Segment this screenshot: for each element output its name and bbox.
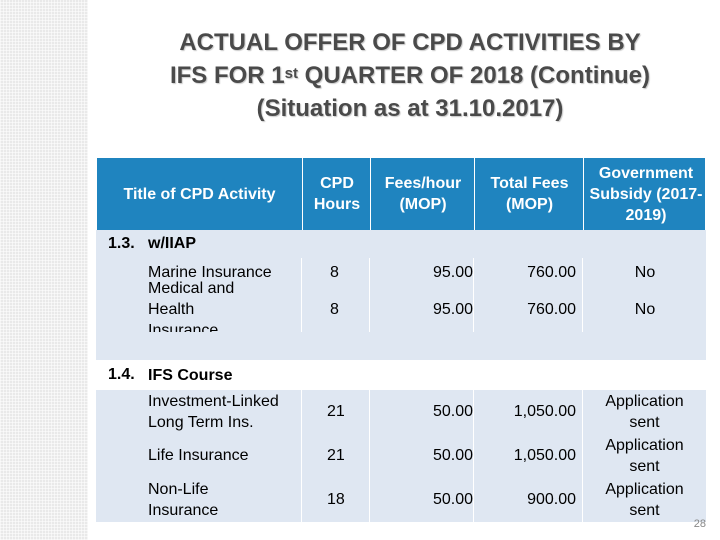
cell-subsidy: Application sent xyxy=(582,390,706,434)
cell-subsidy: Application sent xyxy=(582,478,706,522)
cell-fees: 95.00 xyxy=(369,258,473,287)
table-row: Medical and Health Insurance 8 95.00 760… xyxy=(96,280,707,339)
section-name-1-3: w/IIAP xyxy=(148,235,197,252)
cell-subsidy: Application sent xyxy=(582,434,706,478)
header-cpd-hours: CPD Hours xyxy=(302,158,371,230)
title-line-2-sup: st xyxy=(284,65,298,82)
cell-fees: 95.00 xyxy=(369,287,473,332)
cell-fees: 50.00 xyxy=(369,434,473,478)
cell-total-fees: 760.00 xyxy=(473,258,582,287)
table-header-row: Title of CPD Activity CPD Hours Fees/hou… xyxy=(96,158,706,230)
table-row: Non-Life Insurance 18 50.00 900.00 Appli… xyxy=(96,478,706,524)
cpd-activities-table: Title of CPD Activity CPD Hours Fees/hou… xyxy=(96,158,706,230)
title-line-2-pre: IFS FOR 1 xyxy=(169,62,285,89)
cell-total-fees: 900.00 xyxy=(473,478,582,522)
cell-fees: 50.00 xyxy=(369,390,473,434)
page-number: 28 xyxy=(693,518,706,530)
table-row: Life Insurance 21 50.00 1,050.00 Applica… xyxy=(96,434,706,480)
cell-activity-title: Non-Life Insurance xyxy=(148,481,219,519)
title-line-1: ACTUAL OFFER OF CPD ACTIVITIES BY xyxy=(179,29,641,56)
cell-hours: 21 xyxy=(301,390,369,434)
header-fees-per-hour: Fees/hour (MOP) xyxy=(370,158,475,230)
cell-hours: 8 xyxy=(301,258,369,287)
cell-activity-title: Marine Insurance xyxy=(148,263,272,281)
cell-activity-title: Life Insurance xyxy=(148,447,249,464)
title-line-2-post: QUARTER OF 2018 (Continue) xyxy=(298,62,651,89)
cell-subsidy: No xyxy=(582,258,707,287)
cell-total-fees: 760.00 xyxy=(473,287,582,332)
header-title-of-activity: Title of CPD Activity xyxy=(123,185,276,203)
header-total-fees: Total Fees (MOP) xyxy=(474,158,584,230)
section-name-1-4: IFS Course xyxy=(148,367,233,384)
cell-hours: 8 xyxy=(301,287,369,332)
cell-total-fees: 1,050.00 xyxy=(473,390,582,434)
cell-activity-title: Medical and Health Insurance xyxy=(148,280,235,339)
cell-fees: 50.00 xyxy=(369,478,473,522)
cell-hours: 18 xyxy=(301,478,369,522)
cell-hours: 21 xyxy=(301,434,369,478)
cell-total-fees: 1,050.00 xyxy=(473,434,582,478)
title-line-3: (Situation as at 31.10.2017) xyxy=(256,95,564,122)
section-number-1-3: 1.3. xyxy=(108,235,135,252)
slide-title: ACTUAL OFFER OF CPD ACTIVITIES BY IFS FO… xyxy=(90,26,720,125)
empty-row xyxy=(96,332,706,362)
decorative-side-pattern xyxy=(0,0,88,540)
cell-subsidy: No xyxy=(582,287,707,332)
cell-activity-title: Investment-Linked Long Term Ins. xyxy=(148,393,279,431)
table-row: Investment-Linked Long Term Ins. 21 50.0… xyxy=(96,390,706,436)
title-line-2: IFS FOR 1st QUARTER OF 2018 (Continue) xyxy=(90,59,720,92)
section-number-1-4: 1.4. xyxy=(108,366,135,383)
header-government-subsidy: Government Subsidy (2017-2019) xyxy=(583,158,708,230)
